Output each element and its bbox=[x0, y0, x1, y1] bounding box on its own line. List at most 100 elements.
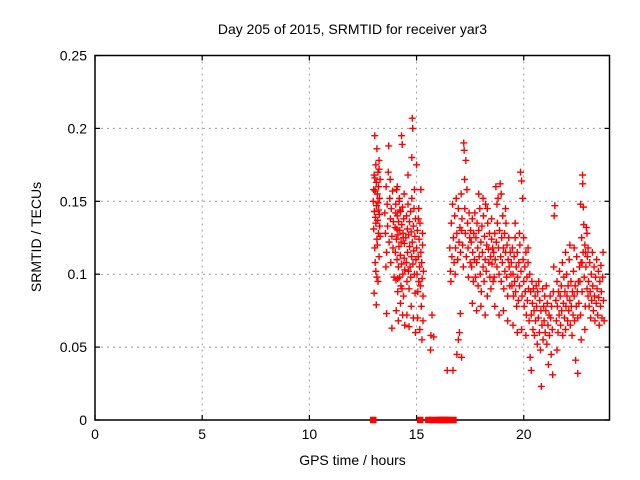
data-point-plus bbox=[590, 292, 598, 300]
data-point-plus bbox=[411, 232, 419, 240]
data-point-plus bbox=[485, 259, 493, 267]
data-point-plus bbox=[528, 299, 536, 307]
data-point-plus bbox=[508, 244, 516, 252]
data-point-plus bbox=[497, 253, 505, 261]
data-point-plus bbox=[393, 183, 401, 191]
data-point-plus bbox=[514, 296, 522, 304]
data-point-plus bbox=[466, 259, 474, 267]
data-point-plus bbox=[370, 186, 378, 194]
data-point-plus bbox=[582, 263, 590, 271]
data-point-plus bbox=[550, 263, 558, 271]
data-point-plus bbox=[588, 248, 596, 256]
data-point-plus bbox=[580, 273, 588, 281]
data-point-plus bbox=[398, 140, 406, 148]
data-point-plus bbox=[566, 321, 574, 329]
data-point-plus bbox=[446, 267, 454, 275]
data-point-plus bbox=[500, 285, 508, 293]
data-point-plus bbox=[553, 277, 561, 285]
data-point-plus bbox=[540, 317, 548, 325]
x-axis-label: GPS time / hours bbox=[299, 452, 406, 468]
data-point-plus bbox=[484, 245, 492, 253]
data-point-plus bbox=[458, 215, 466, 223]
data-point-plus bbox=[530, 307, 538, 315]
data-point-plus bbox=[375, 210, 383, 218]
data-point-plus bbox=[451, 270, 459, 278]
data-point-plus bbox=[419, 241, 427, 249]
data-point-plus bbox=[413, 244, 421, 252]
data-point-plus bbox=[518, 292, 526, 300]
data-point-plus bbox=[558, 259, 566, 267]
data-point-plus bbox=[403, 311, 411, 319]
data-point-plus bbox=[417, 248, 425, 256]
data-point-plus bbox=[599, 296, 607, 304]
data-point-plus bbox=[371, 259, 379, 267]
data-point-plus bbox=[595, 321, 603, 329]
data-point-plus bbox=[389, 187, 397, 195]
data-point-plus bbox=[375, 194, 383, 202]
data-point-plus bbox=[376, 232, 384, 240]
data-point-plus bbox=[584, 277, 592, 285]
data-point-plus bbox=[398, 260, 406, 268]
data-point-plus bbox=[452, 194, 460, 202]
data-point-plus bbox=[591, 317, 599, 325]
data-point-plus bbox=[499, 212, 507, 220]
data-point-plus bbox=[499, 307, 507, 315]
data-point-plus bbox=[553, 346, 561, 354]
data-point-plus bbox=[553, 302, 561, 310]
data-point-plus bbox=[583, 253, 591, 261]
data-point-plus bbox=[388, 232, 396, 240]
data-point-plus bbox=[464, 244, 472, 252]
data-point-plus bbox=[408, 238, 416, 246]
data-point-plus bbox=[375, 165, 383, 173]
data-point-plus bbox=[453, 350, 461, 358]
data-point-plus bbox=[514, 273, 522, 281]
data-point-plus bbox=[456, 310, 464, 318]
data-point-plus bbox=[488, 215, 496, 223]
data-point-plus bbox=[474, 244, 482, 252]
data-point-plus bbox=[495, 311, 503, 319]
data-point-plus bbox=[527, 366, 535, 374]
data-point-plus bbox=[476, 270, 484, 278]
data-point-plus bbox=[461, 175, 469, 183]
data-point-plus bbox=[409, 260, 417, 268]
x-tick-label: 10 bbox=[302, 426, 318, 442]
data-point-plus bbox=[581, 326, 589, 334]
data-point-plus bbox=[419, 317, 427, 325]
y-tick-label: 0.05 bbox=[60, 339, 87, 355]
data-point-plus bbox=[488, 235, 496, 243]
data-point-plus bbox=[408, 194, 416, 202]
data-point-plus bbox=[572, 356, 580, 364]
data-point-plus bbox=[566, 241, 574, 249]
data-point-plus bbox=[566, 296, 574, 304]
data-point-plus bbox=[500, 229, 508, 237]
data-point-plus bbox=[493, 200, 501, 208]
data-point-plus bbox=[590, 263, 598, 271]
data-point-plus bbox=[511, 234, 519, 242]
plot-border bbox=[94, 54, 611, 421]
data-point-plus bbox=[531, 292, 539, 300]
data-point-plus bbox=[491, 256, 499, 264]
data-point-plus bbox=[482, 200, 490, 208]
data-point-plus bbox=[405, 218, 413, 226]
data-point-plus bbox=[491, 229, 499, 237]
data-point-plus bbox=[549, 371, 557, 379]
data-point-plus bbox=[497, 190, 505, 198]
data-point-plus bbox=[561, 288, 569, 296]
data-point-plus bbox=[543, 299, 551, 307]
data-point-plus bbox=[487, 253, 495, 261]
data-point-plus bbox=[569, 311, 577, 319]
data-point-plus bbox=[400, 190, 408, 198]
data-point-plus bbox=[395, 242, 403, 250]
data-point-plus bbox=[526, 270, 534, 278]
data-point-plus bbox=[460, 146, 468, 154]
data-point-plus bbox=[479, 263, 487, 271]
data-point-plus bbox=[517, 267, 525, 275]
data-point-plus bbox=[575, 299, 583, 307]
data-point-plus bbox=[452, 244, 460, 252]
data-point-plus bbox=[562, 326, 570, 334]
data-point-plus bbox=[494, 194, 502, 202]
data-point-plus bbox=[408, 114, 416, 122]
data-point-plus bbox=[575, 263, 583, 271]
data-point-plus bbox=[596, 277, 604, 285]
data-point-plus bbox=[405, 323, 413, 331]
